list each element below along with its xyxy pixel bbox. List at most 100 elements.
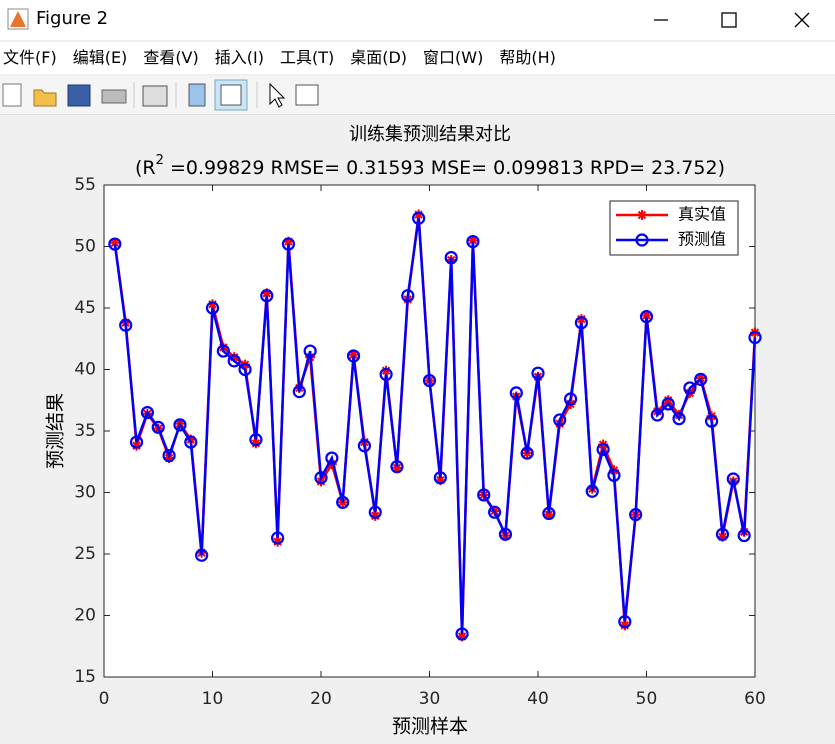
plot-area <box>104 185 755 677</box>
figure: 训练集预测结果对比 (R2 =0.99829 RMSE= 0.31593 MSE… <box>45 124 766 738</box>
marker <box>563 392 578 406</box>
menu-item[interactable]: 插入(I) <box>214 48 264 67</box>
menu-item[interactable]: 桌面(D) <box>350 48 408 67</box>
marker <box>283 236 294 247</box>
marker <box>466 234 480 249</box>
y-tick-label: 30 <box>74 483 96 503</box>
menu-item[interactable]: 帮助(H) <box>499 48 556 67</box>
marker <box>303 344 317 358</box>
x-tick-label: 20 <box>310 689 332 709</box>
marker <box>316 476 326 487</box>
maximize[interactable] <box>721 12 737 28</box>
marker <box>151 420 165 434</box>
marker <box>249 433 263 447</box>
marker <box>381 365 392 376</box>
pointer-icon[interactable] <box>269 82 286 108</box>
colorbar-icon[interactable] <box>188 83 206 107</box>
marker <box>195 548 209 562</box>
y-tick-label: 15 <box>74 667 96 687</box>
marker <box>585 484 599 498</box>
marker <box>576 314 587 325</box>
y-tick-label: 45 <box>74 298 96 318</box>
marker <box>108 237 122 251</box>
axes-box <box>103 184 756 678</box>
x-axis-label: 预测样本 <box>392 716 468 738</box>
marker <box>129 435 144 449</box>
marker <box>467 235 478 246</box>
marker <box>119 318 133 332</box>
marker <box>509 386 523 400</box>
marker <box>704 414 719 428</box>
marker <box>109 237 120 248</box>
marker <box>379 367 393 382</box>
marker <box>370 510 381 521</box>
marker <box>574 316 589 330</box>
marker <box>455 627 469 641</box>
marker <box>185 434 196 445</box>
marker <box>553 413 567 427</box>
marker <box>433 471 447 485</box>
marker <box>607 468 621 482</box>
marker <box>596 442 610 457</box>
y-tick-label: 50 <box>74 237 96 257</box>
window-title: Figure 2 <box>36 8 109 29</box>
marker <box>184 435 198 449</box>
marker <box>357 439 371 453</box>
marker <box>619 620 630 631</box>
marker <box>271 531 285 545</box>
marker <box>663 395 674 406</box>
marker <box>435 475 446 486</box>
marker <box>683 381 697 395</box>
marker <box>261 288 272 299</box>
marker <box>336 495 350 509</box>
x-tick-label: 10 <box>202 689 224 709</box>
superscript: 2 <box>156 153 164 168</box>
y-axis-label: 预测结果 <box>45 393 67 469</box>
marker <box>661 397 675 411</box>
marker <box>520 446 534 460</box>
marker <box>173 418 187 432</box>
menu-item[interactable]: 编辑(E) <box>72 48 128 67</box>
y-tick-label: 55 <box>74 175 96 195</box>
marker <box>748 330 762 345</box>
marker <box>726 472 740 486</box>
marker <box>639 310 654 324</box>
print-icon[interactable] <box>101 89 127 104</box>
marker <box>314 471 328 485</box>
x-tick-label: 30 <box>419 689 441 709</box>
open-icon[interactable] <box>33 89 57 107</box>
legend-label: 真实值 <box>678 205 726 224</box>
title-bar: Figure 2 <box>0 0 835 40</box>
menu-item[interactable]: 查看(V) <box>143 48 199 67</box>
marker <box>368 505 382 519</box>
marker <box>216 344 230 358</box>
marker <box>238 362 252 377</box>
menu-item[interactable]: 文件(F) <box>3 48 57 67</box>
marker <box>272 536 283 547</box>
legend-label: 预测值 <box>678 230 726 249</box>
marker <box>131 440 142 451</box>
close[interactable] <box>794 12 810 28</box>
marker <box>162 449 176 463</box>
menu-item[interactable]: 工具(T) <box>279 48 335 67</box>
marker <box>412 211 426 225</box>
save-icon[interactable] <box>67 84 91 107</box>
marker <box>422 373 437 388</box>
marker <box>477 488 491 502</box>
marker <box>227 354 241 368</box>
link-icon[interactable] <box>142 85 168 107</box>
subtitle-part: =0.99829 RMSE= 0.31593 MSE= 0.099813 RPD… <box>164 157 725 179</box>
menu-item[interactable]: 窗口(W) <box>423 48 484 67</box>
title-icons <box>7 8 810 30</box>
marker <box>641 310 652 321</box>
inspector-icon[interactable] <box>295 84 319 106</box>
marker <box>281 237 296 251</box>
marker <box>737 528 751 543</box>
legend-box <box>609 200 739 256</box>
legend-icon <box>220 84 242 106</box>
new-icon[interactable] <box>2 83 22 107</box>
marker <box>650 408 664 422</box>
series-line <box>113 218 757 634</box>
marker <box>260 289 274 303</box>
